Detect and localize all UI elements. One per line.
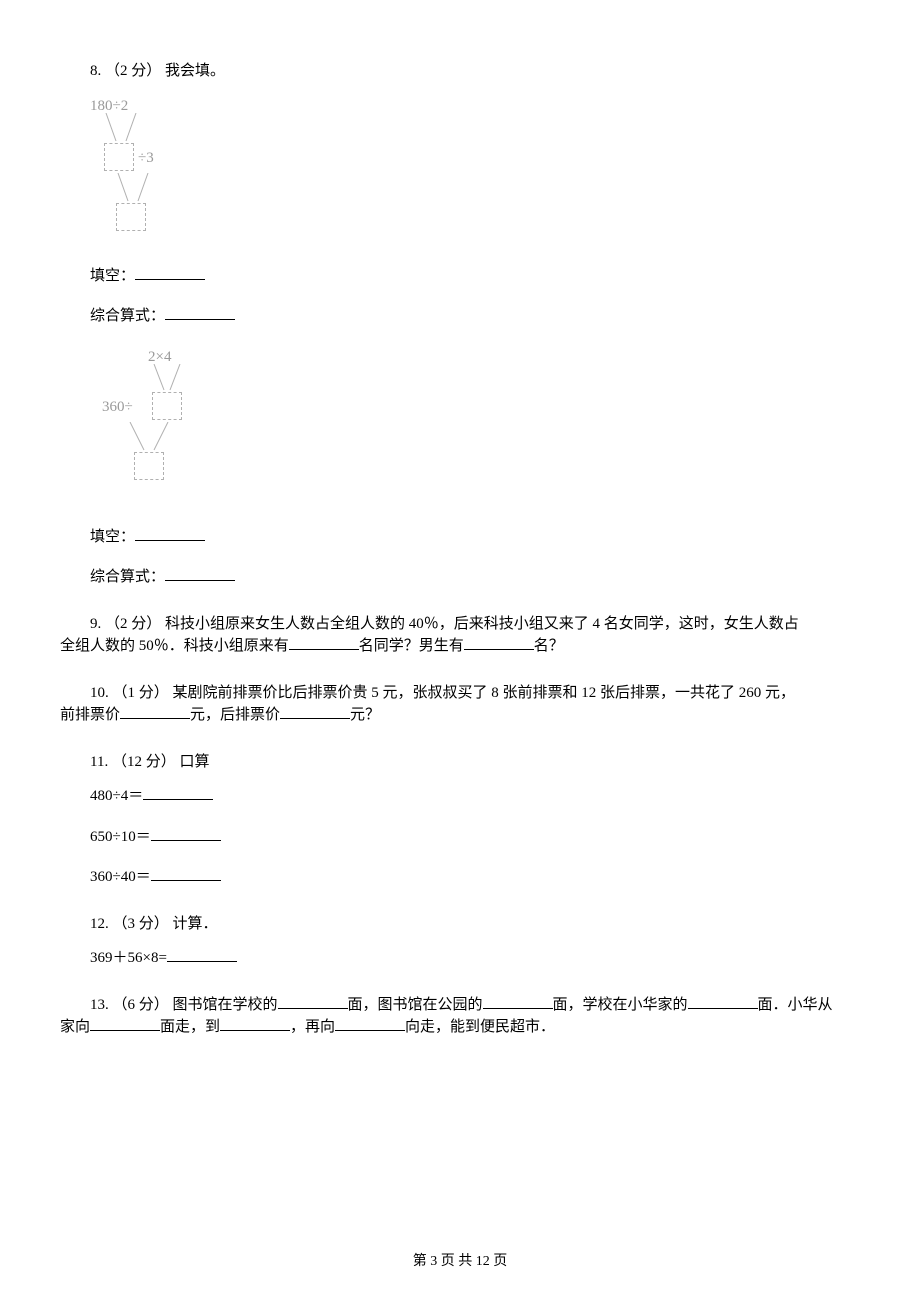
q13-e: 家向 bbox=[60, 1019, 90, 1035]
q13-b: 面，图书馆在公园的 bbox=[348, 997, 483, 1013]
blank bbox=[289, 635, 359, 650]
d1-box-2 bbox=[116, 203, 146, 231]
comp-label: 综合算式： bbox=[90, 569, 165, 585]
q8-fill-2: 填空： bbox=[90, 526, 860, 549]
q10-b: 前排票价 bbox=[60, 707, 120, 723]
fill-label: 填空： bbox=[90, 529, 135, 545]
blank bbox=[90, 1016, 160, 1031]
question-8: 8. （2 分） 我会填。 180÷2 ÷3 填空： 综合算式： 2×4 360… bbox=[60, 60, 860, 589]
q10-line2: 前排票价 元，后排票价 元？ bbox=[60, 704, 860, 727]
blank bbox=[151, 826, 221, 841]
q11-header: 11. （12 分） 口算 bbox=[60, 751, 860, 774]
d1-lines-2 bbox=[110, 173, 160, 203]
blank bbox=[165, 566, 235, 581]
d2-box-1 bbox=[152, 392, 182, 420]
blank bbox=[165, 305, 235, 320]
q8-diagram-2: 2×4 360÷ bbox=[90, 346, 230, 506]
q12-expr-line: 369＋56×8= bbox=[90, 947, 860, 970]
q8-header: 8. （2 分） 我会填。 bbox=[60, 60, 860, 83]
q13-line1: 13. （6 分） 图书馆在学校的 面，图书馆在公园的 面，学校在小华家的 面．小华从 bbox=[60, 994, 860, 1017]
q11-item-2: 360÷40＝ bbox=[90, 866, 860, 889]
comp-label: 综合算式： bbox=[90, 308, 165, 324]
q12-header: 12. （3 分） 计算． bbox=[60, 913, 860, 936]
blank bbox=[120, 704, 190, 719]
d1-op: ÷3 bbox=[138, 147, 154, 170]
q11-expr-1: 650÷10＝ bbox=[90, 829, 151, 845]
q11-expr-0: 480÷4＝ bbox=[90, 788, 143, 804]
q13-f: 面走，到 bbox=[160, 1019, 220, 1035]
q13-a: 13. （6 分） 图书馆在学校的 bbox=[90, 997, 278, 1013]
question-13: 13. （6 分） 图书馆在学校的 面，图书馆在公园的 面，学校在小华家的 面．小华从… bbox=[60, 994, 860, 1039]
blank bbox=[688, 994, 758, 1009]
fill-label: 填空： bbox=[90, 268, 135, 284]
question-9: 9. （2 分） 科技小组原来女生人数占全组人数的 40％，后来科技小组又来了 … bbox=[60, 613, 860, 658]
blank bbox=[220, 1016, 290, 1031]
blank bbox=[151, 866, 221, 881]
page-footer: 第 3 页 共 12 页 bbox=[0, 1251, 920, 1272]
blank bbox=[280, 704, 350, 719]
question-12: 12. （3 分） 计算． 369＋56×8= bbox=[60, 913, 860, 970]
blank bbox=[135, 265, 205, 280]
q13-g: ，再向 bbox=[290, 1019, 335, 1035]
d1-lines-1 bbox=[98, 113, 148, 143]
q13-h: 向走，能到便民超市． bbox=[405, 1019, 555, 1035]
question-11: 11. （12 分） 口算 480÷4＝ 650÷10＝ 360÷40＝ bbox=[60, 751, 860, 889]
q13-d: 面．小华从 bbox=[758, 997, 833, 1013]
blank bbox=[483, 994, 553, 1009]
blank bbox=[278, 994, 348, 1009]
q8-fill-1: 填空： bbox=[90, 265, 860, 288]
q11-expr-2: 360÷40＝ bbox=[90, 869, 151, 885]
q10-d: 元？ bbox=[350, 707, 380, 723]
q13-c: 面，学校在小华家的 bbox=[553, 997, 688, 1013]
question-10: 10. （1 分） 某剧院前排票价比后排票价贵 5 元，张叔叔买了 8 张前排票… bbox=[60, 682, 860, 727]
blank bbox=[167, 947, 237, 962]
blank bbox=[335, 1016, 405, 1031]
q13-line2: 家向 面走，到 ，再向 向走，能到便民超市． bbox=[60, 1016, 860, 1039]
q8-diagram-1: 180÷2 ÷3 bbox=[90, 95, 210, 245]
q10-line1: 10. （1 分） 某剧院前排票价比后排票价贵 5 元，张叔叔买了 8 张前排票… bbox=[60, 682, 860, 705]
q9-d: 名？ bbox=[534, 638, 564, 654]
blank bbox=[464, 635, 534, 650]
q10-c: 元，后排票价 bbox=[190, 707, 280, 723]
d2-left-expr: 360÷ bbox=[102, 396, 133, 419]
d1-box-1 bbox=[104, 143, 134, 171]
q11-item-1: 650÷10＝ bbox=[90, 826, 860, 849]
q8-comp-2: 综合算式： bbox=[90, 566, 860, 589]
blank bbox=[143, 785, 213, 800]
q11-item-0: 480÷4＝ bbox=[90, 785, 860, 808]
d2-lines-1 bbox=[148, 364, 188, 392]
q9-line2: 全组人数的 50％．科技小组原来有 名同学？男生有 名？ bbox=[60, 635, 860, 658]
d2-lines-2 bbox=[120, 422, 180, 452]
q9-b: 全组人数的 50％．科技小组原来有 bbox=[60, 638, 289, 654]
d2-box-2 bbox=[134, 452, 164, 480]
q9-c: 名同学？男生有 bbox=[359, 638, 464, 654]
q12-expr: 369＋56×8= bbox=[90, 950, 167, 966]
blank bbox=[135, 526, 205, 541]
q8-comp-1: 综合算式： bbox=[90, 305, 860, 328]
q9-line1: 9. （2 分） 科技小组原来女生人数占全组人数的 40％，后来科技小组又来了 … bbox=[60, 613, 860, 636]
